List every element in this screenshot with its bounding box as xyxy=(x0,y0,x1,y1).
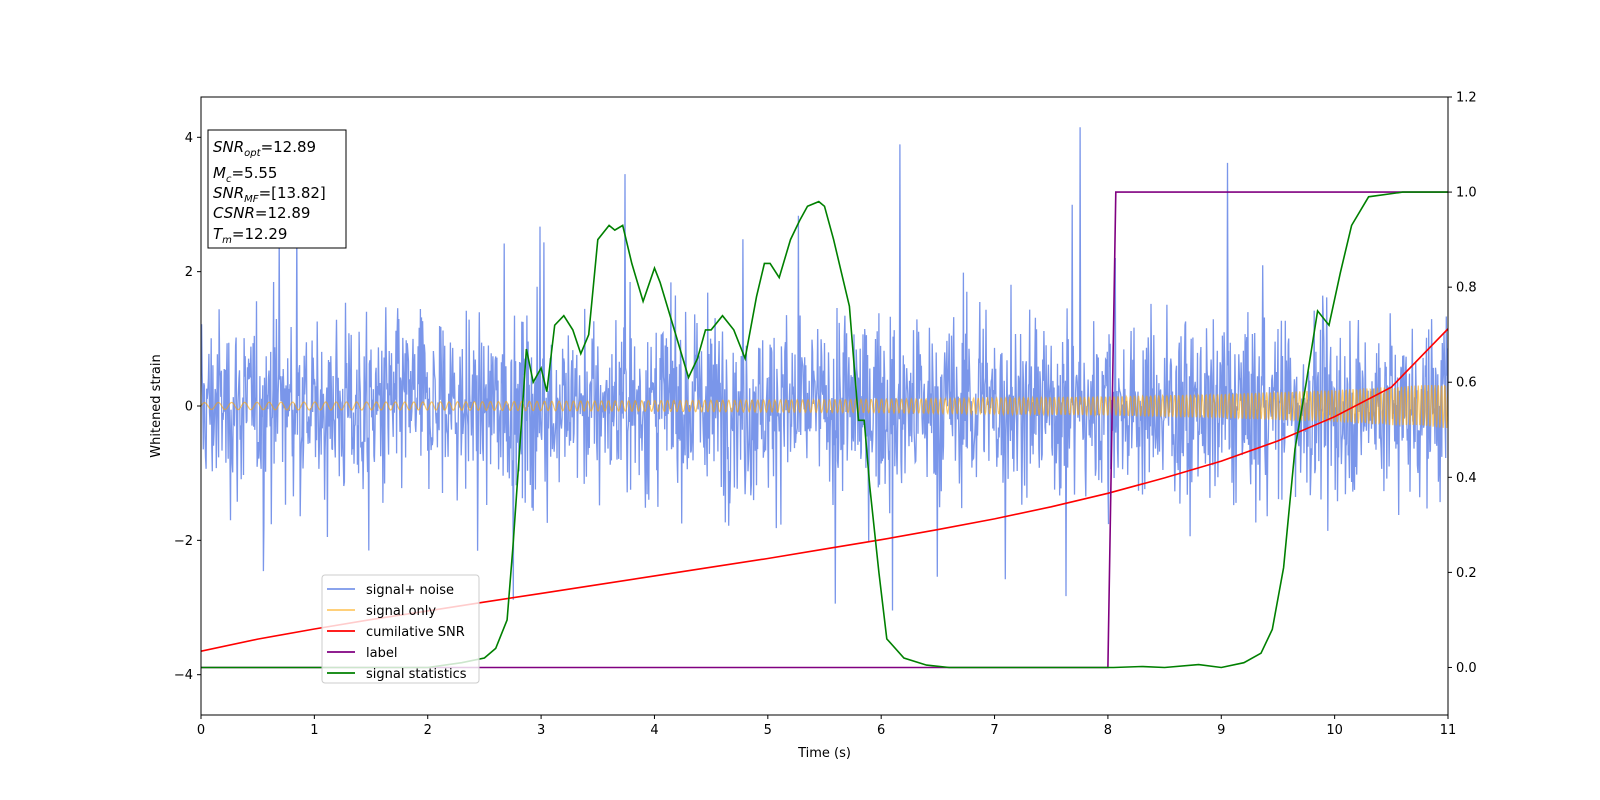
x-tick-label: 10 xyxy=(1326,723,1343,738)
x-tick-label: 3 xyxy=(537,723,545,738)
axes: 0 1 2 3 4 5 6 7 8 9 10 11 4 2 0 −2 −4 1.2 1.0 0.8 0.6 0.4 0.2 0… xyxy=(174,91,1477,739)
y-tick-label-right: 0.0 xyxy=(1456,661,1477,676)
info-box-frame xyxy=(207,129,347,249)
series-signal-noise xyxy=(201,127,1448,611)
x-tick-label: 9 xyxy=(1217,723,1225,738)
x-tick-label: 0 xyxy=(197,723,205,738)
series-label xyxy=(201,191,1448,669)
x-tick-label: 6 xyxy=(877,723,885,738)
info-line: Mc=5.55 xyxy=(213,164,277,185)
x-tick-label: 11 xyxy=(1440,723,1457,738)
legend-frame xyxy=(321,574,480,684)
legend-label: signal only xyxy=(366,604,436,619)
x-axis-label: Time (s) xyxy=(797,746,851,761)
legend-label: cumilative SNR xyxy=(366,625,465,640)
y-axis-label: Whitened strain xyxy=(149,354,164,457)
y-tick-label-left: 4 xyxy=(185,131,193,146)
legend-label: label xyxy=(366,646,397,661)
info-line: SNRMF=[13.82] xyxy=(213,184,326,205)
y-tick-label-left: 0 xyxy=(185,400,193,415)
info-line: CSNR=12.89 xyxy=(213,204,310,222)
y-tick-label-right: 0.2 xyxy=(1456,566,1477,581)
x-tick-label: 1 xyxy=(310,723,318,738)
x-tick-label: 4 xyxy=(650,723,658,738)
info-line: SNRopt=12.89 xyxy=(213,138,316,159)
y-tick-label-right: 0.4 xyxy=(1456,471,1477,486)
x-tick-label: 7 xyxy=(990,723,998,738)
x-tick-label: 8 xyxy=(1104,723,1112,738)
series-signal-statistics xyxy=(201,191,1448,669)
x-tick-label: 2 xyxy=(424,723,432,738)
y-tick-label-right: 0.8 xyxy=(1456,281,1477,296)
y-tick-label-left: 2 xyxy=(185,265,193,280)
series-signal-only xyxy=(201,384,1448,429)
y-tick-label-left: −2 xyxy=(174,534,193,549)
y-tick-label-right: 0.6 xyxy=(1456,376,1477,391)
legend-label: signal statistics xyxy=(366,667,467,682)
info-line: Tm=12.29 xyxy=(213,225,287,246)
x-tick-label: 5 xyxy=(764,723,772,738)
y-tick-label-right: 1.0 xyxy=(1456,186,1477,201)
y-tick-label-right: 1.2 xyxy=(1456,91,1477,106)
legend: signal+ noise signal only cumilative SNR la… xyxy=(321,574,480,684)
legend-label: signal+ noise xyxy=(366,583,454,598)
info-box: SNRopt=12.89 Mc=5.55SNRMF=[13.82]CSNR=12.… xyxy=(207,129,347,249)
y-tick-label-left: −4 xyxy=(174,668,193,683)
